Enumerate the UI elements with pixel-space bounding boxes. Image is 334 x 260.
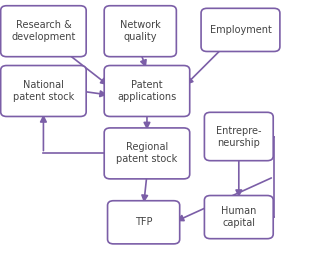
Text: Regional
patent stock: Regional patent stock xyxy=(116,142,178,164)
FancyBboxPatch shape xyxy=(1,6,86,57)
FancyBboxPatch shape xyxy=(204,112,273,161)
FancyBboxPatch shape xyxy=(104,6,176,57)
FancyBboxPatch shape xyxy=(104,128,190,179)
Text: TFP: TFP xyxy=(135,217,152,227)
FancyBboxPatch shape xyxy=(201,8,280,51)
Text: Patent
applications: Patent applications xyxy=(117,80,177,102)
Text: Human
capital: Human capital xyxy=(221,206,257,228)
FancyBboxPatch shape xyxy=(108,201,180,244)
Text: National
patent stock: National patent stock xyxy=(13,80,74,102)
Text: Research &
development: Research & development xyxy=(11,20,75,42)
FancyBboxPatch shape xyxy=(104,66,190,116)
Text: Network
quality: Network quality xyxy=(120,20,161,42)
FancyBboxPatch shape xyxy=(204,196,273,239)
Text: Employment: Employment xyxy=(209,25,272,35)
FancyBboxPatch shape xyxy=(1,66,86,116)
Text: Entrepre-
neurship: Entrepre- neurship xyxy=(216,126,262,147)
